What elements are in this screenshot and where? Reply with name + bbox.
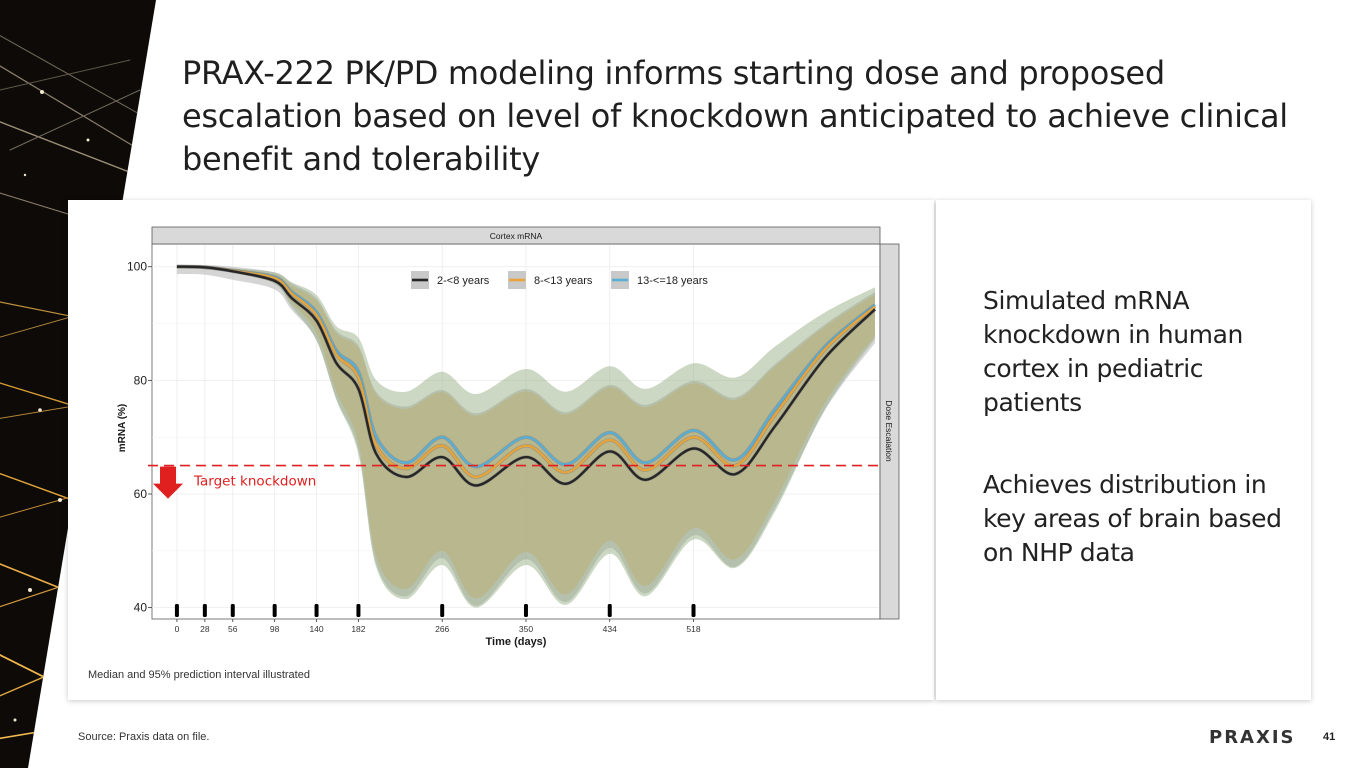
logo-wordmark: PRAXIS [1209, 727, 1296, 748]
legend-label: 8-<13 years [534, 275, 593, 287]
dose-marker [272, 604, 277, 617]
x-tick-label: 182 [351, 624, 365, 634]
y-tick-label: 100 [127, 260, 147, 274]
x-tick-label: 434 [603, 624, 617, 634]
axis-ticks: 40 60 80 100 0 28 56 98 140 182 266 350 434 518 [127, 260, 701, 634]
page-number: 41 [1323, 731, 1336, 743]
dose-marker [607, 604, 612, 617]
legend: 2-<8 years 8-<13 years 13-<=18 years [411, 271, 708, 289]
legend-label: 13-<=18 years [637, 275, 708, 287]
facet-strip-right [879, 243, 900, 620]
dose-marker [174, 604, 179, 617]
dose-marker [202, 604, 207, 617]
x-tick-label: 98 [270, 624, 280, 634]
x-tick-label: 266 [435, 624, 449, 634]
dose-marker [440, 604, 445, 617]
dose-marker [314, 604, 319, 617]
summary-point-2: Achieves distribution in key areas of br… [983, 470, 1282, 567]
chart-title: Cortex mRNA [490, 231, 543, 241]
y-tick-label: 60 [134, 487, 148, 501]
x-tick-label: 56 [228, 624, 238, 634]
x-tick-label: 518 [686, 624, 700, 634]
facet-strip-top [151, 226, 881, 245]
target-knockdown-group: Target knockdown [148, 464, 880, 499]
slide-title: PRAX-222 PK/PD modeling informs starting… [182, 54, 1288, 178]
dose-marker [356, 604, 361, 617]
x-tick-label: 350 [519, 624, 533, 634]
series-line [176, 265, 876, 479]
praxis-logo: PRAXIS [1209, 724, 1299, 754]
source-note: Source: Praxis data on file. [78, 731, 210, 743]
band-orange [176, 266, 875, 599]
median-lines [176, 264, 877, 488]
dose-marker [691, 604, 696, 617]
x-axis-label: Time (days) [486, 636, 547, 648]
x-tick-label: 0 [175, 624, 180, 634]
cortex-mrna-chart: Cortex mRNA Dose Escalation 40 60 80 100 0 28… [117, 226, 900, 648]
y-axis-label: mRNA (%) [117, 404, 128, 453]
target-arrow-icon [153, 466, 183, 499]
target-knockdown-label: Target knockdown [193, 474, 316, 490]
legend-label: 2-<8 years [437, 275, 490, 287]
summary-point-1: Simulated mRNA knockdown in human cortex… [983, 286, 1243, 417]
dose-markers [174, 604, 696, 617]
y-tick-label: 80 [134, 373, 148, 387]
x-tick-label: 28 [200, 624, 210, 634]
chart-caption: Median and 95% prediction interval illus… [88, 669, 310, 681]
summary-card: Simulated mRNA knockdown in human cortex… [936, 200, 1311, 700]
facet-label: Dose Escalation [884, 400, 894, 462]
x-tick-label: 140 [309, 624, 323, 634]
dose-marker [230, 604, 235, 617]
dose-marker [523, 604, 528, 617]
series-line [176, 265, 876, 487]
chart-card: Cortex mRNA Dose Escalation 40 60 80 100 0 28… [68, 200, 934, 700]
y-tick-label: 40 [134, 601, 148, 615]
